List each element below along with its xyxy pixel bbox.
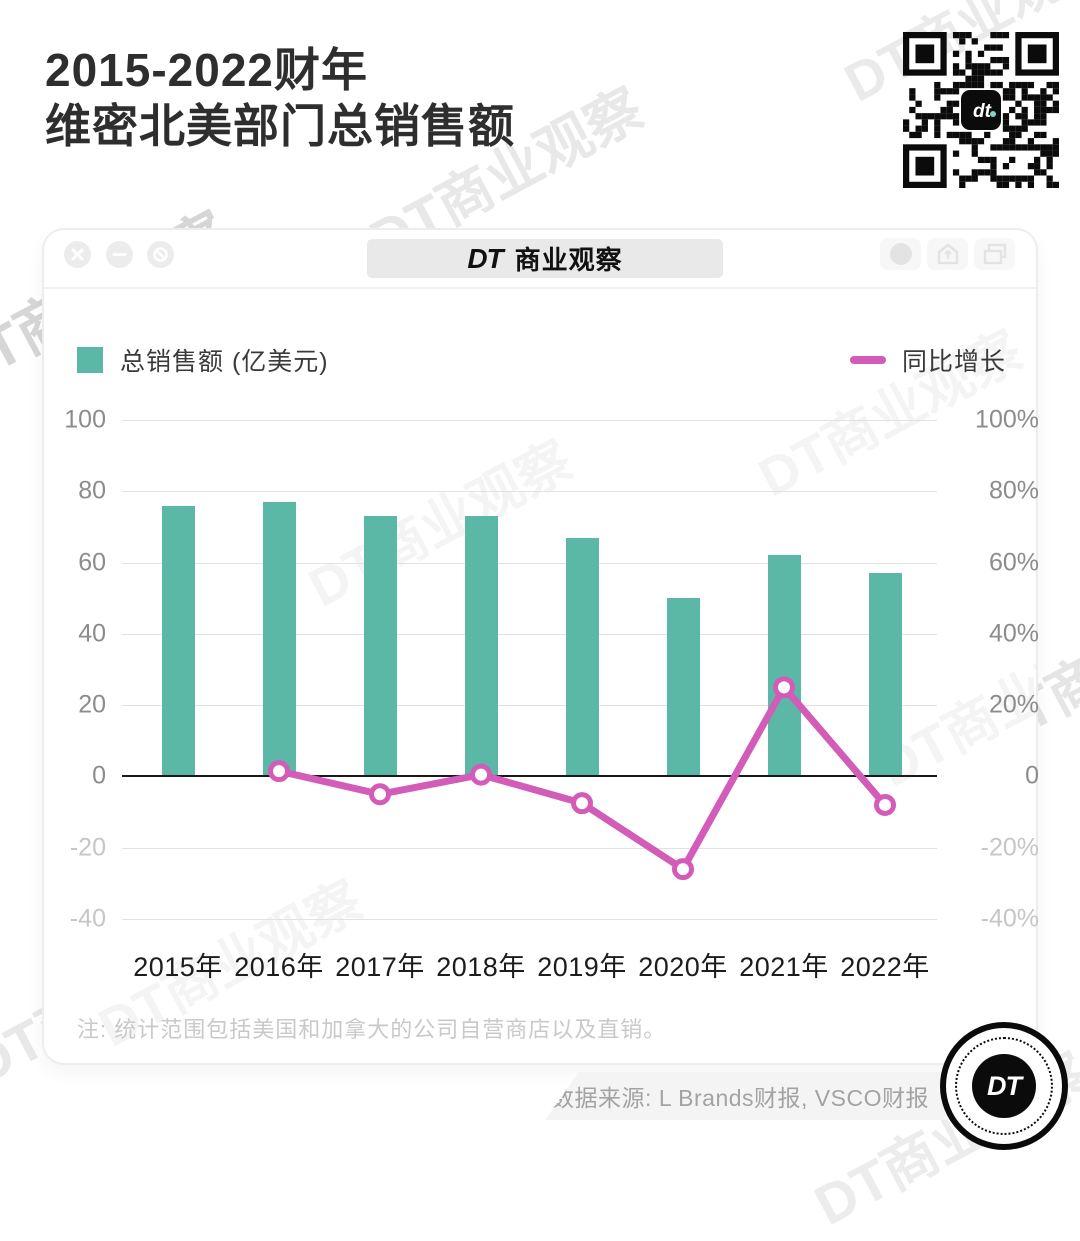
page-title: 2015-2022财年 维密北美部门总销售额 [45, 42, 515, 154]
left-axis-tick-20: 20 [78, 690, 106, 719]
right-axis-tick--40%: -40% [980, 904, 1039, 933]
x-axis-label-2022年: 2022年 [840, 952, 930, 982]
left-axis-tick--20: -20 [69, 833, 106, 862]
block-icon[interactable] [147, 241, 174, 268]
window-title: DT 商业观察 [367, 239, 723, 278]
bar-2018年 [464, 516, 498, 777]
growth-point [268, 760, 290, 783]
gridline-40 [122, 633, 937, 635]
close-icon[interactable] [64, 241, 91, 268]
dt-logo: DT [940, 1022, 1068, 1150]
bar-2017年 [363, 516, 397, 777]
data-source-text: 数据来源: L Brands财报, VSCO财报 [551, 1085, 929, 1111]
dt-brand-text: DT [467, 242, 503, 274]
circle-icon[interactable] [880, 238, 921, 270]
growth-point [470, 763, 492, 786]
bar-2016年 [262, 501, 296, 777]
gridline-60 [122, 562, 937, 564]
gridline-80 [122, 491, 937, 493]
bar-2015年 [161, 505, 195, 777]
left-axis-tick-40: 40 [78, 619, 106, 648]
page-title-line1: 2015-2022财年 [45, 44, 368, 96]
x-axis-label-2015年: 2015年 [133, 952, 223, 982]
growth-line-chart [268, 676, 896, 881]
x-axis-label-2018年: 2018年 [436, 952, 526, 982]
x-axis-label-2017年: 2017年 [335, 952, 425, 982]
line-legend-label: 同比增长 [901, 348, 1006, 376]
gridline--20 [122, 847, 937, 849]
share-icon[interactable] [927, 238, 968, 270]
bar-2020年 [666, 598, 700, 777]
legend-bar-series: 总销售额 (亿美元) [77, 342, 329, 378]
bar-2022年 [868, 573, 902, 777]
x-axis-label-2021年: 2021年 [739, 952, 829, 982]
dt-logo-text: DT [972, 1054, 1036, 1118]
dt-logo-dotted-ring: DT [955, 1037, 1053, 1135]
overlap-windows-icon[interactable] [974, 238, 1015, 270]
window-title-text: 商业观察 [514, 245, 623, 275]
legend-line-series: 同比增长 [849, 342, 1006, 378]
gridline-20 [122, 705, 937, 707]
right-axis-tick-20%: 20% [988, 690, 1039, 719]
chart-plot-area: 100 100% 80 80% 60 60% 40 40% 20 20% 0 0 -20 -20% -40 -… [64, 406, 1039, 983]
qr-code: dt [903, 32, 1059, 188]
chart-window: DT商业观察DT商业观察DT商业观察DT商业观察 DT 商业观察 总销售额 (亿… [42, 228, 1039, 1065]
right-axis-tick-0: 0 [1025, 761, 1039, 790]
source-band: 数据来源: L Brands财报, VSCO财报 [545, 1072, 965, 1120]
left-axis-tick--40: -40 [69, 904, 106, 933]
gridline--40 [122, 919, 937, 920]
qr-code-image: dt [903, 32, 1059, 188]
window-titlebar: DT 商业观察 [44, 230, 1036, 287]
growth-point [874, 793, 896, 816]
titlebar-divider [44, 287, 1036, 289]
growth-point [672, 858, 694, 881]
x-axis-label-2020年: 2020年 [638, 952, 728, 982]
zero-axis-line [122, 775, 937, 778]
line-legend-swatch [849, 356, 886, 364]
minimize-icon[interactable] [106, 241, 133, 268]
right-axis-tick--20%: -20% [980, 833, 1039, 862]
bar-2019年 [565, 537, 599, 777]
growth-point [773, 676, 795, 699]
left-axis-tick-100: 100 [64, 405, 106, 434]
bar-2021年 [767, 555, 801, 777]
x-axis-label-2016年: 2016年 [234, 952, 324, 982]
bar-legend-label: 总销售额 (亿美元) [120, 348, 329, 376]
growth-point [571, 792, 593, 815]
svg-text:dt: dt [973, 101, 992, 122]
left-axis-tick-60: 60 [78, 548, 106, 577]
bar-legend-swatch [77, 347, 103, 373]
right-axis-tick-40%: 40% [988, 619, 1039, 648]
left-axis-tick-0: 0 [92, 761, 106, 790]
page-title-line2: 维密北美部门总销售额 [45, 100, 515, 153]
left-axis-tick-80: 80 [78, 476, 106, 505]
chart-note: 注: 统计范围包括美国和加拿大的公司自营商店以及直销。 [77, 1017, 667, 1042]
x-axis-label-2019年: 2019年 [537, 952, 627, 982]
right-axis-tick-100%: 100% [975, 405, 1039, 434]
right-axis-tick-80%: 80% [988, 476, 1039, 505]
right-axis-tick-60%: 60% [988, 548, 1039, 577]
gridline-100 [122, 420, 937, 421]
growth-line [275, 683, 889, 873]
growth-point [369, 783, 391, 806]
